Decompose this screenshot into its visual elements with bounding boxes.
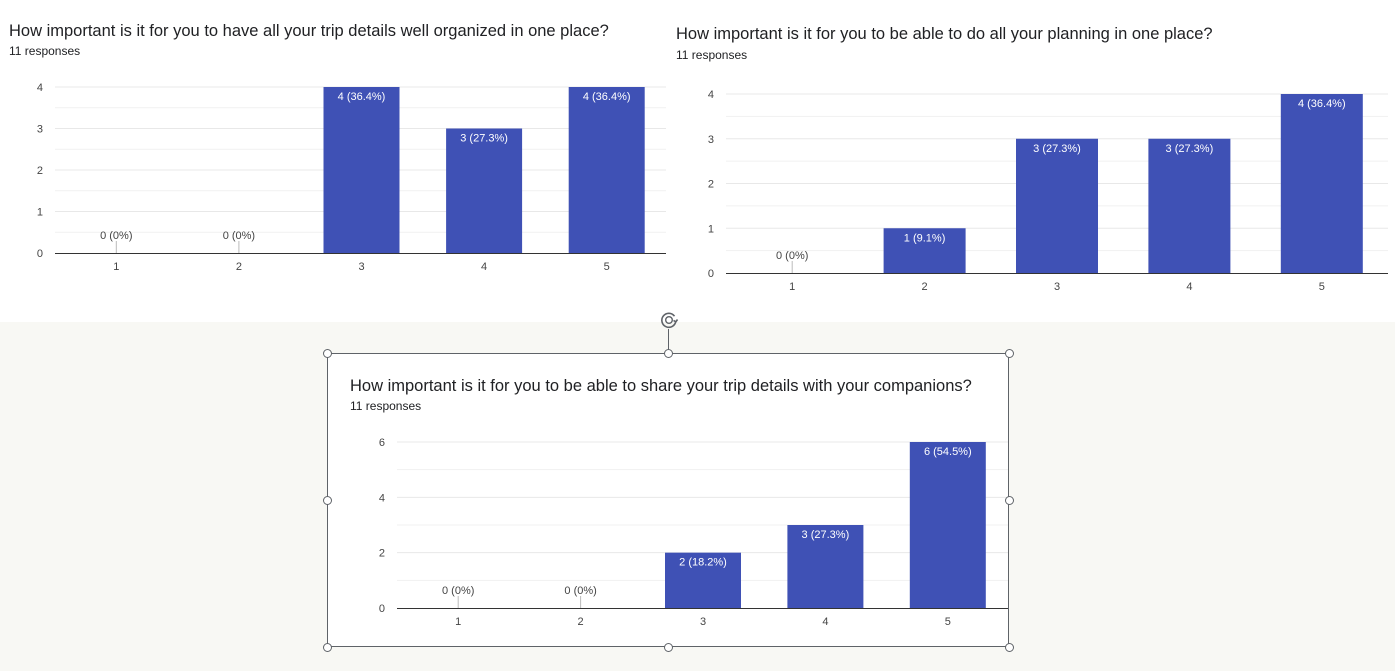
bar-chart-organized: 0 1 2 3 4 1 0 (0%) 2 0 (0%) 3 4 (36.4%) 4 3 (27.3%) 5… xyxy=(37,82,668,273)
y-tick-label: 3 xyxy=(37,124,43,136)
bar-data-label: 0 (0%) xyxy=(564,585,596,597)
y-tick-label: 2 xyxy=(708,179,714,191)
bar-data-label: 6 (54.5%) xyxy=(924,446,972,458)
x-tick-label: 5 xyxy=(945,616,951,628)
bar-data-label: 0 (0%) xyxy=(223,230,255,242)
x-tick-label: 2 xyxy=(922,281,928,293)
x-tick-label: 3 xyxy=(358,261,364,273)
y-tick-label: 2 xyxy=(37,165,43,177)
x-tick-label: 3 xyxy=(700,616,706,628)
y-tick-label: 6 xyxy=(379,437,385,449)
bar xyxy=(1016,138,1098,273)
bar-data-label: 3 (27.3%) xyxy=(460,133,508,145)
bar-data-label: 0 (0%) xyxy=(442,585,474,597)
x-tick-label: 1 xyxy=(455,616,461,628)
x-tick-label: 4 xyxy=(822,616,828,628)
resize-handle-top-right-icon[interactable] xyxy=(1005,349,1014,358)
y-tick-label: 0 xyxy=(37,248,43,260)
bar xyxy=(909,442,986,608)
x-tick-label: 4 xyxy=(1186,281,1192,293)
y-tick-label: 1 xyxy=(708,223,714,235)
rotate-handle-stem xyxy=(668,329,669,353)
bar xyxy=(1280,94,1363,273)
resize-handle-bottom-right-icon[interactable] xyxy=(1005,643,1014,652)
bar-data-label: 3 (27.3%) xyxy=(1166,143,1214,155)
chart-title: How important is it for you to be able t… xyxy=(676,25,1213,43)
resize-handle-top-left-icon[interactable] xyxy=(323,349,332,358)
bar xyxy=(665,552,741,608)
bar-data-label: 4 (36.4%) xyxy=(1298,98,1346,110)
rotate-handle-icon[interactable] xyxy=(657,308,681,332)
chart-card-organized: How important is it for you to have all … xyxy=(0,0,676,322)
y-tick-label: 4 xyxy=(379,492,385,504)
bar-data-label: 3 (27.3%) xyxy=(802,529,850,541)
resize-handle-top-icon[interactable] xyxy=(664,349,673,358)
bar-chart-sharing: 0 2 4 6 1 0 (0%) 2 0 (0%) 3 2 (18.2%) 4 3 (27.3%) 5 6… xyxy=(379,437,1009,628)
chart-card-planning: How important is it for you to be able t… xyxy=(666,0,1395,322)
chart-card-sharing[interactable]: How important is it for you to be able t… xyxy=(328,353,1009,647)
x-tick-label: 4 xyxy=(481,261,487,273)
bar xyxy=(1148,138,1231,273)
y-tick-label: 0 xyxy=(708,268,714,280)
bar-data-label: 0 (0%) xyxy=(100,230,132,242)
response-count: 11 responses xyxy=(676,48,748,62)
resize-handle-right-icon[interactable] xyxy=(1005,496,1014,505)
bar xyxy=(787,525,864,608)
response-count: 11 responses xyxy=(350,399,422,413)
x-tick-label: 1 xyxy=(113,261,119,273)
x-tick-label: 2 xyxy=(578,616,584,628)
x-tick-label: 1 xyxy=(789,281,795,293)
chart-title: How important is it for you to have all … xyxy=(9,22,609,40)
y-tick-label: 4 xyxy=(708,89,714,101)
x-tick-label: 2 xyxy=(236,261,242,273)
y-tick-label: 1 xyxy=(37,207,43,219)
bar-chart-planning: 0 1 2 3 4 1 0 (0%) 2 1 (9.1%) 3 3 (27.3%) 4 3 (27.3%… xyxy=(708,89,1388,293)
y-tick-label: 0 xyxy=(379,603,385,615)
bar xyxy=(883,228,966,273)
x-tick-label: 5 xyxy=(1319,281,1325,293)
response-count: 11 responses xyxy=(9,44,81,58)
resize-handle-left-icon[interactable] xyxy=(323,496,332,505)
bar-data-label: 4 (36.4%) xyxy=(583,91,631,103)
y-tick-label: 2 xyxy=(379,548,385,560)
bar xyxy=(446,128,523,253)
bar-data-label: 1 (9.1%) xyxy=(904,232,946,244)
bar xyxy=(323,87,400,253)
resize-handle-bottom-icon[interactable] xyxy=(664,643,673,652)
y-tick-label: 3 xyxy=(708,134,714,146)
bar-data-label: 4 (36.4%) xyxy=(338,91,386,103)
resize-handle-bottom-left-icon[interactable] xyxy=(323,643,332,652)
y-tick-label: 4 xyxy=(37,82,43,94)
bar xyxy=(568,87,645,253)
x-tick-label: 5 xyxy=(604,261,610,273)
bar-data-label: 0 (0%) xyxy=(776,250,808,262)
x-tick-label: 3 xyxy=(1054,281,1060,293)
bar-data-label: 2 (18.2%) xyxy=(679,557,727,569)
bar-data-label: 3 (27.3%) xyxy=(1033,143,1081,155)
chart-title: How important is it for you to be able t… xyxy=(350,377,972,395)
